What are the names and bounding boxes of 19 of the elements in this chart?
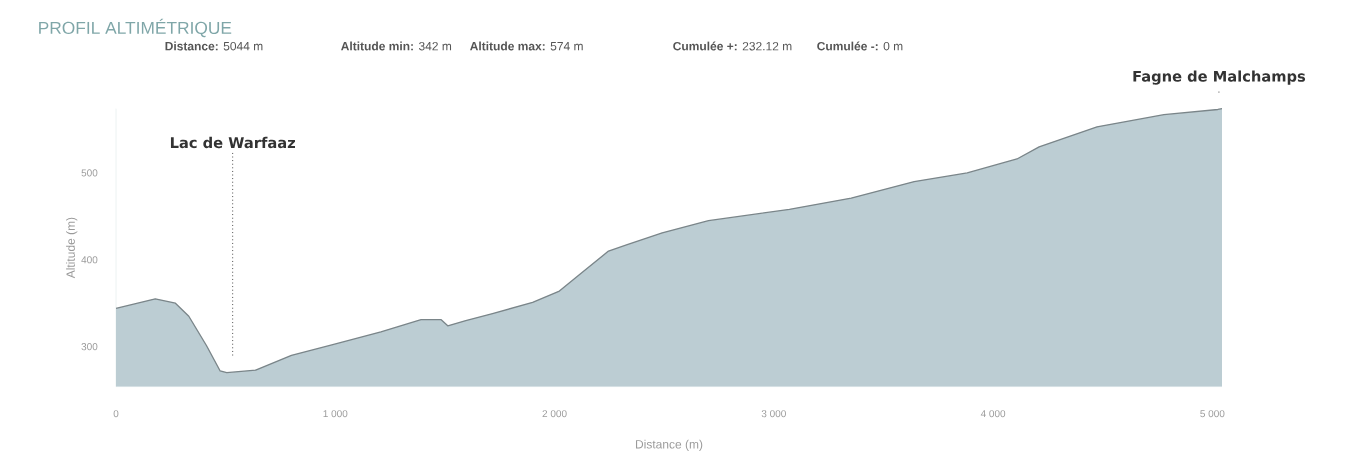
text: Altitude min: 342 m [341, 41, 452, 51]
ref-line-label: Lac de Warfaaz [170, 136, 295, 149]
x-axis-title: Distance (m) [635, 439, 703, 451]
text: Cumulée +: 232.12 m [673, 41, 792, 51]
x-tick-label: 1 000 [323, 410, 348, 418]
text: Distance: 5044 m [165, 41, 263, 51]
ref-line-label: Fagne de Malchamps [1133, 70, 1306, 85]
chart-title: PROFIL ALTIMÉTRIQUE [39, 18, 232, 38]
y-tick-label: 300 [81, 343, 98, 351]
y-tick-label: 500 [81, 169, 98, 177]
y-axis-title: Altitude (m) [66, 217, 78, 279]
x-tick-label: 0 [113, 410, 119, 418]
x-tick-label: 4 000 [980, 410, 1006, 418]
text: Cumulée -: 0 m [817, 41, 903, 51]
x-tick-label: 3 000 [761, 410, 786, 418]
x-tick-label: 5 000 [1200, 410, 1225, 418]
x-tick-label: 2 000 [542, 410, 567, 418]
text: Altitude max: 574 m [470, 41, 583, 51]
y-tick-label: 400 [81, 256, 98, 264]
